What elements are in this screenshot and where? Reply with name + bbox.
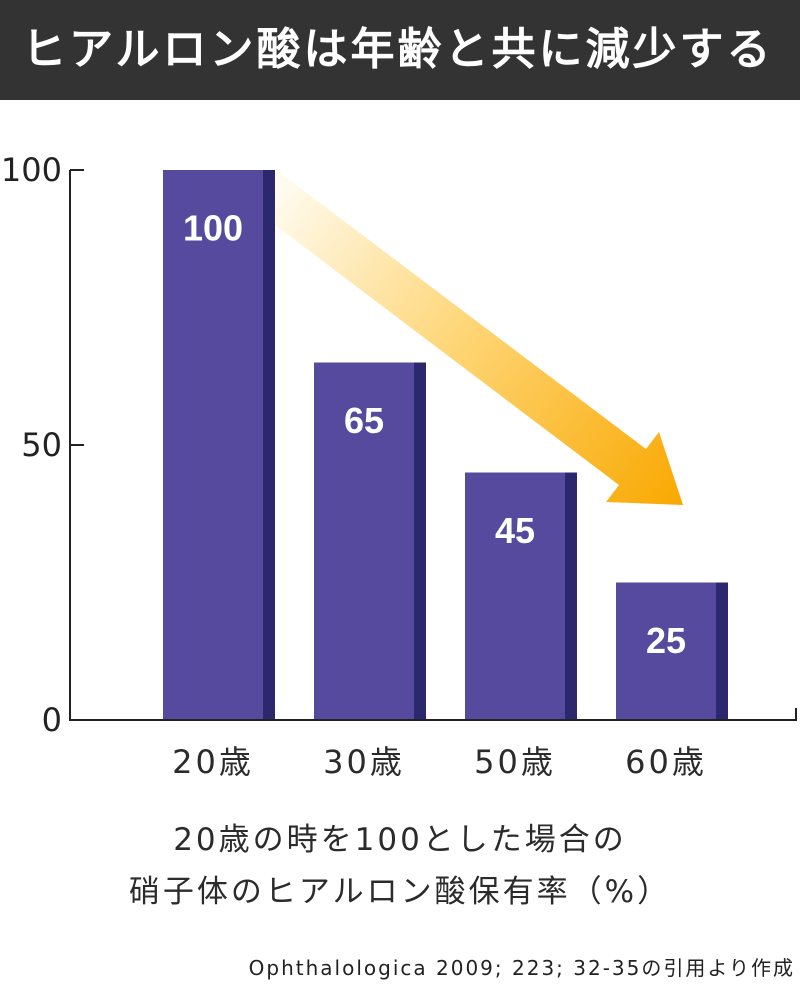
bar-side-3 — [565, 472, 577, 720]
chart-caption-line-1: 20歳の時を100とした場合の — [173, 822, 627, 858]
bar-value-label-4: 25 — [646, 620, 686, 661]
bar-side-2 — [414, 362, 426, 720]
bar-value-label-1: 100 — [183, 208, 243, 249]
bar-2 — [314, 362, 414, 720]
x-tick-label-4: 60歳 — [625, 743, 707, 781]
y-tick-label-3: 100 — [1, 151, 62, 189]
x-tick-label-3: 50歳 — [474, 743, 556, 781]
x-axis-labels: 20歳 30歳 50歳 60歳 — [172, 743, 707, 781]
bar-side-4 — [716, 582, 728, 720]
y-axis-ticks: 0 50 100 — [1, 151, 84, 739]
chart-title: ヒアルロン酸は年齢と共に減少する — [22, 24, 774, 75]
y-tick-label-2: 50 — [21, 426, 62, 464]
bar-3 — [465, 472, 565, 720]
bar-side-1 — [263, 170, 275, 720]
downward-trend-arrow — [275, 169, 683, 505]
bar-value-label-2: 65 — [344, 400, 384, 441]
header-bar: ヒアルロン酸は年齢と共に減少する — [0, 0, 800, 100]
chart-caption-line-2: 硝子体のヒアルロン酸保有率（%） — [128, 874, 672, 910]
source-citation: Ophthalologica 2009; 223; 32-35の引用より作成 — [248, 956, 795, 980]
bar-1 — [163, 170, 263, 720]
y-tick-label-1: 0 — [42, 701, 62, 739]
x-tick-label-2: 30歳 — [323, 743, 405, 781]
x-tick-label-1: 20歳 — [172, 743, 254, 781]
bar-value-label-3: 45 — [495, 510, 535, 551]
bar-4 — [616, 582, 716, 720]
bars-group: 100 65 45 25 — [163, 170, 728, 720]
